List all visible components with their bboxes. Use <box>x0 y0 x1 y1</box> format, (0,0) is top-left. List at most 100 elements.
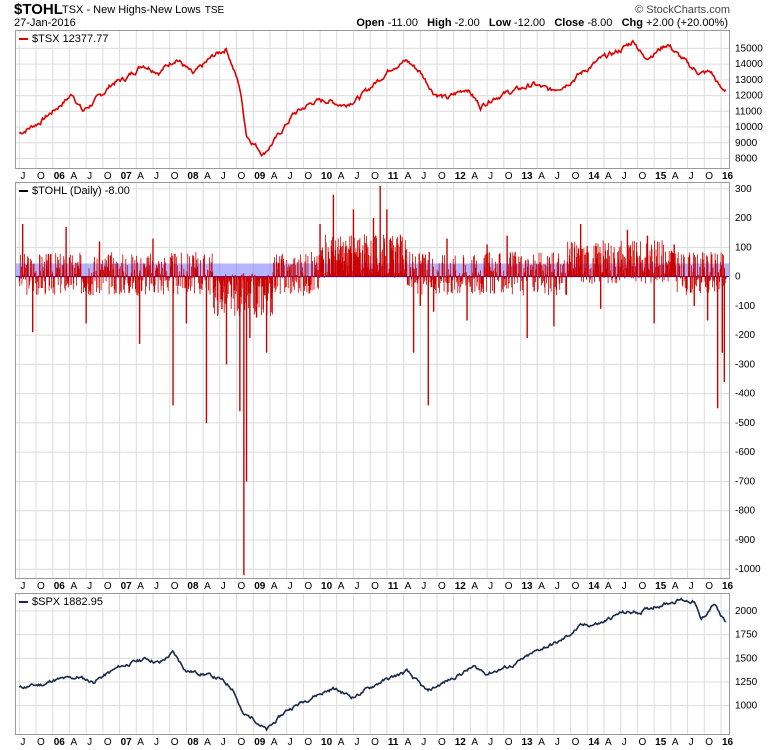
low-label: Low <box>488 17 511 29</box>
x-tick-label: O <box>705 737 713 748</box>
x-tick-label: J <box>20 171 25 182</box>
tohl-legend-swatch <box>19 190 28 192</box>
x-tick-label: J <box>421 737 426 748</box>
chart-header: $TOHL TSX - New Highs-New Lows TSE 27-Jan… <box>0 0 780 30</box>
y-tick-label: 300 <box>735 184 752 195</box>
tsx-price-plot: 8000 9000 10000 11000 12000 13000 14000 15000 <box>16 31 763 168</box>
brand-logo[interactable]: © StockCharts.com <box>635 4 730 16</box>
x-tick-label: J <box>288 171 293 182</box>
x-tick-label: 06 <box>54 171 66 182</box>
x-tick-label: A <box>538 737 545 748</box>
x-tick-label: 11 <box>388 737 399 748</box>
tsx-legend: $TSX 12377.77 <box>19 33 111 45</box>
x-tick-label: 06 <box>54 581 66 592</box>
y-tick-label: 2000 <box>735 606 758 617</box>
x-tick-label: J <box>622 581 627 592</box>
x-tick-label: J <box>221 171 226 182</box>
y-tick-label: 1000 <box>735 701 758 712</box>
x-tick-label: A <box>271 171 278 182</box>
x-tick-label: J <box>154 171 159 182</box>
y-tick-label: 11000 <box>735 106 763 117</box>
x-tick-label: 08 <box>187 171 199 182</box>
x-tick-label: J <box>87 581 92 592</box>
x-tick-label: J <box>421 171 426 182</box>
x-tick-label: O <box>572 171 580 182</box>
x-tick-label: A <box>405 737 412 748</box>
x-tick-label: J <box>154 581 159 592</box>
high-value: -2.00 <box>454 17 480 29</box>
x-tick-label: J <box>154 737 159 748</box>
close-value: -8.00 <box>587 17 613 29</box>
x-tick-label: O <box>505 171 513 182</box>
x-tick-label: O <box>638 737 646 748</box>
y-tick-label: 0 <box>735 272 741 283</box>
x-tick-label: 12 <box>455 581 467 592</box>
x-tick-label: A <box>605 737 612 748</box>
x-tick-label: 13 <box>522 737 534 748</box>
x-tick-label: A <box>204 171 211 182</box>
y-tick-label: -100 <box>735 301 755 312</box>
x-tick-label: O <box>238 171 246 182</box>
y-tick-label: 9000 <box>735 138 758 149</box>
x-tick-label: O <box>505 581 513 592</box>
symbol: $TOHL <box>14 1 63 18</box>
x-tick-label: O <box>171 171 179 182</box>
x-tick-label: A <box>405 171 412 182</box>
x-tick-label: O <box>705 171 713 182</box>
x-tick-label: O <box>371 737 379 748</box>
tohl-indicator-panel[interactable]: 300 200 100 0 -100 -200 -300 -400 -500 -600 -700 -8… <box>15 182 761 579</box>
y-tick-label: 100 <box>735 242 752 253</box>
x-tick-label: A <box>538 171 545 182</box>
y-tick-label: 15000 <box>735 43 763 54</box>
x-tick-label: O <box>438 581 446 592</box>
x-tick-label: A <box>338 737 345 748</box>
y-tick-label: -900 <box>735 535 755 546</box>
x-tick-label: O <box>37 737 45 748</box>
x-tick-label: J <box>20 737 25 748</box>
x-axis-svg: J O 06 A J O 07 A J O 08 A J O 09 A J O 10 A J O 11 A J O 12 A J O 13 A… <box>20 581 733 592</box>
x-tick-label: A <box>672 581 679 592</box>
x-tick-label: J <box>689 737 694 748</box>
x-tick-label: 11 <box>388 171 399 182</box>
x-tick-label: 10 <box>321 737 333 748</box>
x-tick-label: O <box>638 581 646 592</box>
y-tick-label: 14000 <box>735 59 763 70</box>
x-tick-label: J <box>354 171 359 182</box>
x-tick-label: O <box>371 581 379 592</box>
x-tick-label: 09 <box>254 581 266 592</box>
y-tick-label: 1500 <box>735 653 758 664</box>
x-tick-label: O <box>371 171 379 182</box>
x-tick-label: A <box>672 737 679 748</box>
y-tick-label: -800 <box>735 506 755 517</box>
x-tick-label: J <box>354 581 359 592</box>
y-tick-label: -200 <box>735 330 755 341</box>
tohl-indicator-plot: 300 200 100 0 -100 -200 -300 -400 -500 -600 -700 -8… <box>16 183 761 578</box>
x-tick-label: A <box>338 171 345 182</box>
tsx-price-panel[interactable]: 8000 9000 10000 11000 12000 13000 14000 15000 $… <box>15 30 763 169</box>
x-tick-label: O <box>171 737 179 748</box>
x-tick-label: 14 <box>588 737 600 748</box>
spx-price-panel[interactable]: 1000 1250 1500 1750 2000 $SPX 1882.95 <box>15 593 758 735</box>
x-tick-label: O <box>171 581 179 592</box>
x-tick-label: J <box>421 581 426 592</box>
x-tick-label: O <box>572 581 580 592</box>
spx-price-plot: 1000 1250 1500 1750 2000 <box>16 594 758 734</box>
x-tick-label: 11 <box>388 581 399 592</box>
x-tick-label: J <box>87 171 92 182</box>
x-tick-label: 12 <box>455 171 467 182</box>
x-tick-label: J <box>622 171 627 182</box>
x-tick-label: A <box>538 581 545 592</box>
x-tick-label: O <box>104 737 112 748</box>
x-tick-label: O <box>304 737 312 748</box>
x-tick-label: J <box>689 581 694 592</box>
spx-legend-swatch <box>19 601 28 603</box>
x-tick-label: J <box>555 737 560 748</box>
x-tick-label: 07 <box>121 737 133 748</box>
close-label: Close <box>554 17 585 29</box>
x-tick-label: A <box>204 737 211 748</box>
tsx-legend-label: $TSX 12377.77 <box>32 33 109 45</box>
spx-legend-label: $SPX 1882.95 <box>32 596 103 608</box>
symbol-description: TSX - New Highs-New Lows TSE <box>62 4 224 16</box>
y-tick-label: 200 <box>735 213 752 224</box>
y-tick-label: 12000 <box>735 91 763 102</box>
